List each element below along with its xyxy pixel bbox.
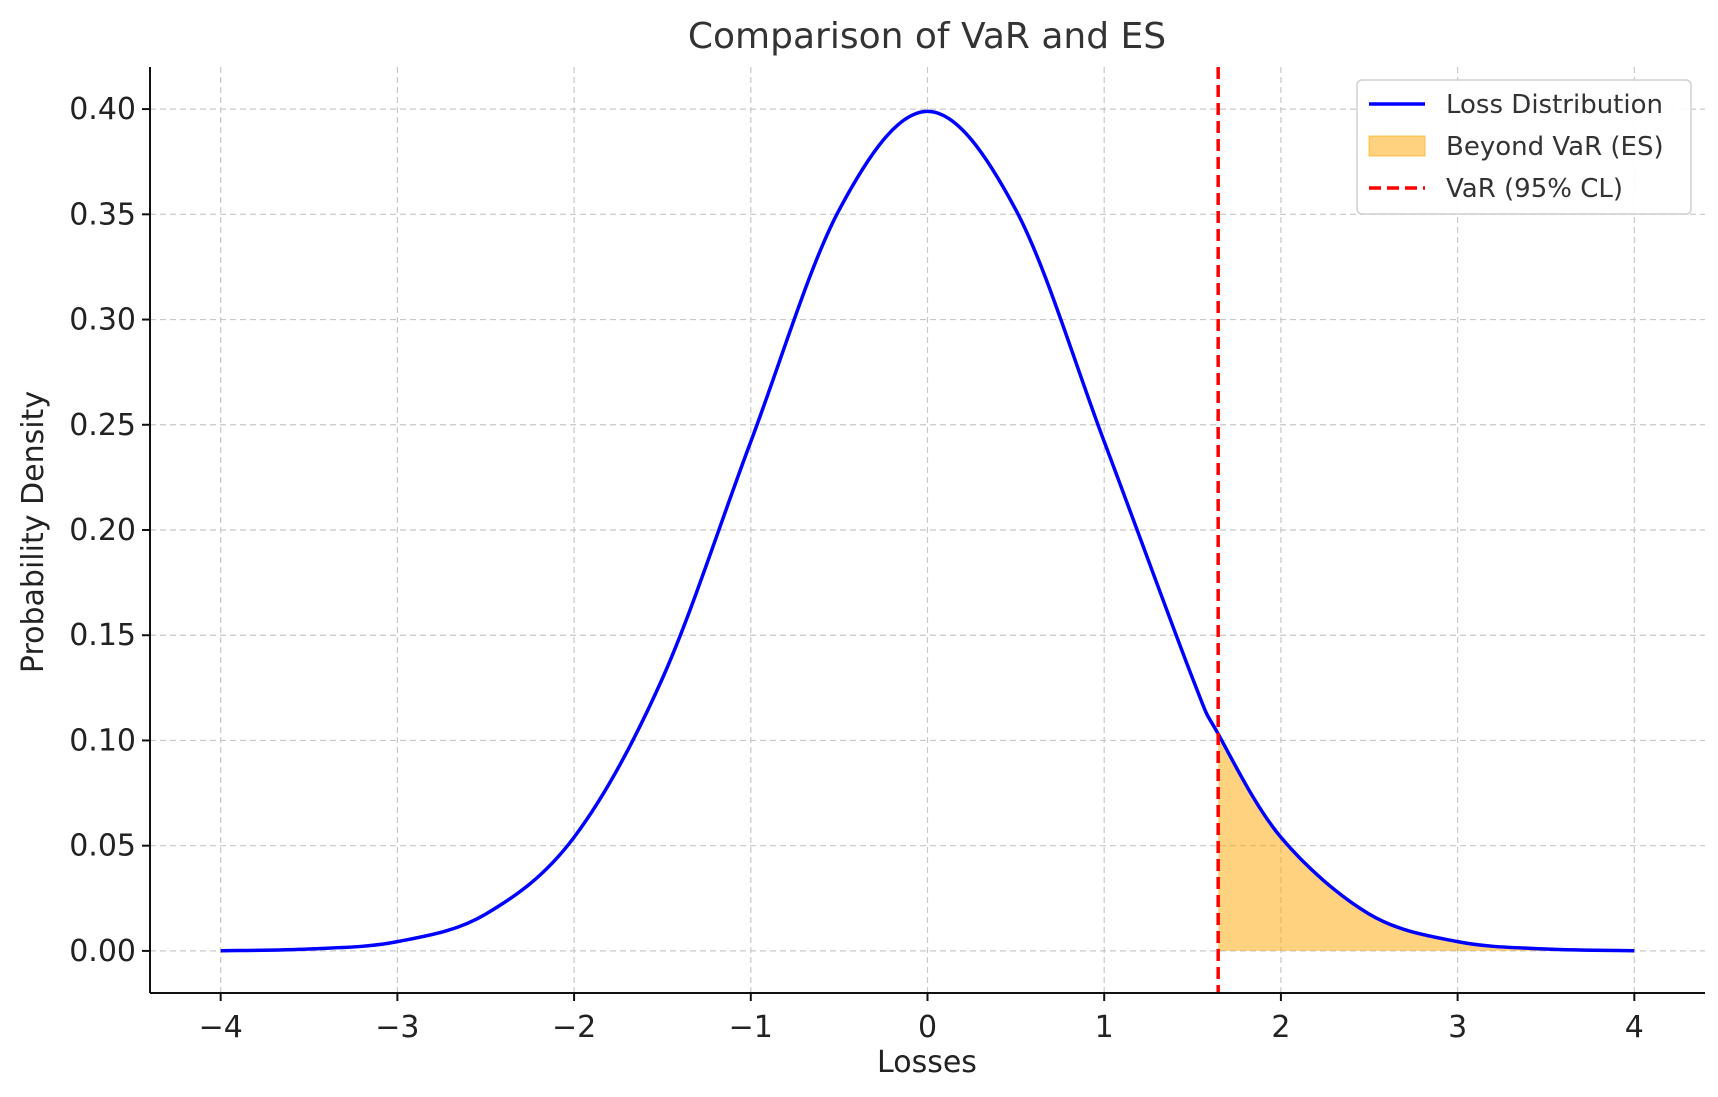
chart-title: Comparison of VaR and ES [688, 16, 1166, 57]
legend-frame [1356, 79, 1692, 215]
x-axis-label: Losses [877, 1045, 977, 1080]
y-tick-label: 0.20 [69, 513, 136, 548]
x-tick-label: 2 [1271, 1010, 1290, 1045]
legend-label-loss-distribution: Loss Distribution [1446, 90, 1663, 120]
x-tick-label: −1 [729, 1010, 773, 1045]
series-area-beyond-var-es [1218, 733, 1635, 951]
x-tick-label: −4 [199, 1010, 243, 1045]
y-tick-label: 0.05 [69, 829, 136, 864]
x-tick-label: 0 [918, 1010, 937, 1045]
axes [142, 67, 1705, 1001]
y-tick-label: 0.15 [69, 618, 136, 653]
y-tick-label: 0.25 [69, 408, 136, 443]
y-tick-label: 0.10 [69, 723, 136, 758]
legend-label-var-line: VaR (95% CL) [1446, 174, 1623, 204]
x-tick-label: 4 [1625, 1010, 1644, 1045]
y-tick-label: 0.40 [69, 92, 136, 127]
y-axis-label: Probability Density [16, 391, 51, 673]
y-tick-label: 0.35 [69, 197, 136, 232]
x-tick-label: 3 [1448, 1010, 1467, 1045]
tick-labels: −4 −3 −2 −1 0 1 2 3 4 0.00 0.05 0.10 0.15 0.20 0.25 0.3… [69, 92, 1644, 1045]
y-tick-label: 0.00 [69, 934, 136, 969]
legend-label-beyond-var: Beyond VaR (ES) [1446, 132, 1664, 162]
y-tick-label: 0.30 [69, 303, 136, 338]
legend-swatch-beyond-var [1368, 135, 1426, 157]
series-line-loss-distribution [220, 109, 1635, 953]
legend: Loss Distribution Beyond VaR (ES) VaR (9… [1356, 79, 1692, 215]
curve-layer [220, 109, 1635, 953]
x-tick-label: −2 [552, 1010, 596, 1045]
es-area-layer [1218, 733, 1635, 951]
x-tick-label: −3 [375, 1010, 419, 1045]
x-tick-label: 1 [1095, 1010, 1114, 1045]
